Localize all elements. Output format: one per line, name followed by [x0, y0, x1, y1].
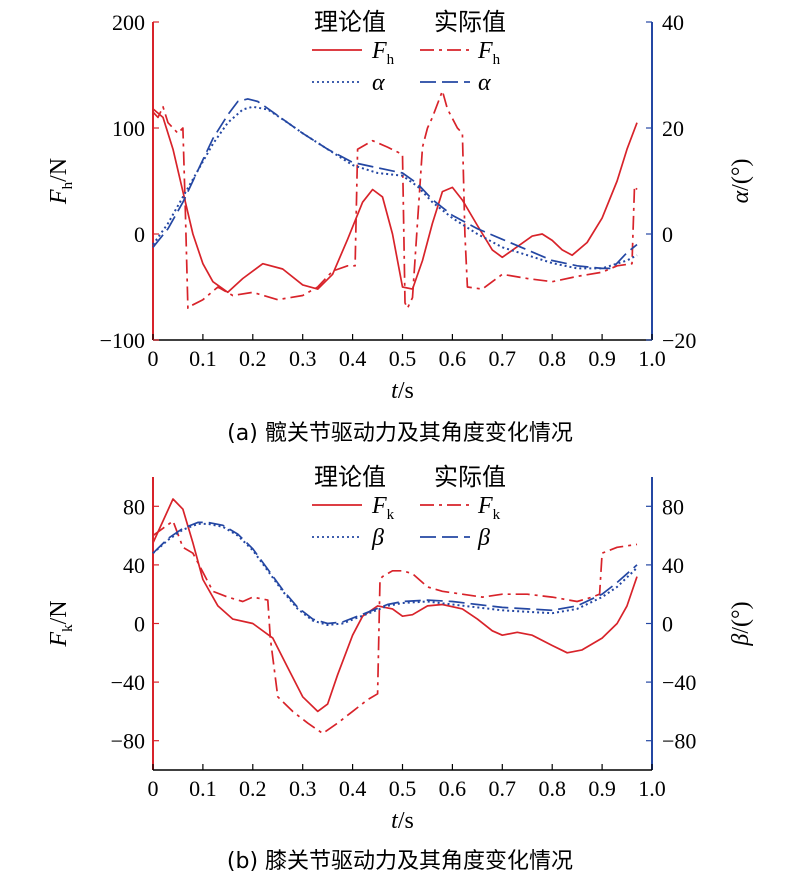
- left-tick-label: 100: [112, 116, 145, 141]
- left-axis-unit: /N: [46, 158, 72, 182]
- right-axis-unit: /(°): [728, 601, 754, 633]
- series-line-actual-angle: [152, 521, 638, 625]
- series-line-actual-force: [152, 90, 638, 310]
- legend-label-theory-angle: β: [371, 525, 384, 551]
- right-tick-label: 20: [662, 116, 684, 141]
- left-axis-var: F: [46, 632, 72, 648]
- left-tick-label: 0: [134, 612, 145, 637]
- x-tick-label: 0.8: [538, 776, 566, 801]
- chart-caption: (b) 膝关节驱动力及其角度变化情况: [227, 849, 573, 874]
- x-axis-var: t: [391, 378, 399, 404]
- x-tick-label: 0.5: [389, 346, 417, 371]
- right-tick-label: 40: [662, 10, 684, 35]
- legend-sub: h: [387, 52, 395, 68]
- right-axis-var: α: [728, 190, 754, 203]
- x-axis-var: t: [391, 808, 399, 834]
- left-tick-label: 200: [112, 10, 145, 35]
- x-tick-label: 0.1: [189, 776, 217, 801]
- left-axis-title: Fh/N: [46, 158, 76, 205]
- left-tick-label: 80: [123, 494, 145, 519]
- right-axis-title: β/(°): [728, 601, 754, 646]
- legend-label-theory-force: Fk: [371, 493, 395, 523]
- legend-label-actual-force: Fk: [477, 493, 501, 523]
- x-tick-label: 0.9: [588, 346, 616, 371]
- left-axis-sub: k: [60, 624, 76, 632]
- x-tick-label: 0.4: [339, 776, 367, 801]
- right-tick-label: 0: [662, 612, 673, 637]
- x-tick-label: 0.2: [239, 346, 267, 371]
- x-tick-label: 0: [148, 346, 159, 371]
- right-tick-label: 0: [662, 222, 673, 247]
- legend-header-theory: 理论值: [314, 463, 386, 491]
- chart-hip: 0 0.1 0.2 0.3 0.4 0.5 0.6 0.7 0.8 0.9 1.0−10001002…: [46, 8, 754, 446]
- series-line-theory-angle: [152, 105, 638, 270]
- legend-sub: h: [493, 52, 501, 68]
- legend-header-actual: 实际值: [434, 463, 506, 491]
- legend-label-actual-force: Fh: [477, 38, 501, 68]
- x-tick-label: 0.3: [289, 346, 317, 371]
- right-axis-title: α/(°): [728, 159, 754, 204]
- legend-label-actual-angle: β: [477, 525, 490, 551]
- x-axis-title: t/s: [391, 378, 414, 404]
- series-line-actual-angle: [152, 98, 638, 270]
- left-tick-label: −100: [100, 328, 145, 353]
- series-line-theory-angle: [152, 522, 638, 626]
- x-tick-label: 0.6: [439, 776, 467, 801]
- left-axis-title: Fk/N: [46, 600, 76, 647]
- x-tick-label: 0.2: [239, 776, 267, 801]
- x-tick-label: 0.7: [489, 776, 517, 801]
- x-axis-unit: /s: [398, 808, 414, 834]
- x-tick-label: 0.5: [389, 776, 417, 801]
- legend-label-theory-angle: α: [372, 70, 385, 96]
- series-line-actual-force: [152, 520, 638, 735]
- left-tick-label: −40: [111, 670, 145, 695]
- right-axis-var: β: [728, 634, 754, 647]
- series-line-theory-force: [152, 108, 638, 294]
- chart-caption: (a) 髋关节驱动力及其角度变化情况: [227, 421, 573, 446]
- left-tick-label: 40: [123, 553, 145, 578]
- x-axis-title: t/s: [391, 808, 414, 834]
- x-tick-label: 0: [148, 776, 159, 801]
- legend-var: F: [371, 38, 387, 64]
- left-axis-sub: h: [60, 181, 76, 189]
- legend-header-theory: 理论值: [314, 8, 386, 36]
- left-axis-unit: /N: [46, 600, 72, 624]
- x-tick-label: 0.4: [339, 346, 367, 371]
- legend-sub: k: [493, 507, 501, 523]
- legend-sub: k: [387, 507, 395, 523]
- x-axis-unit: /s: [398, 378, 414, 404]
- x-tick-label: 0.1: [189, 346, 217, 371]
- left-tick-label: −80: [111, 729, 145, 754]
- x-tick-label: 1.0: [638, 776, 666, 801]
- left-axis-var: F: [46, 189, 72, 205]
- x-tick-label: 0.7: [489, 346, 517, 371]
- left-tick-label: 0: [134, 222, 145, 247]
- x-tick-label: 1.0: [638, 346, 666, 371]
- chart-knee: 0 0.1 0.2 0.3 0.4 0.5 0.6 0.7 0.8 0.9 1.0 −80 −40 0 40…: [46, 463, 754, 874]
- right-tick-label: −20: [662, 328, 696, 353]
- right-tick-label: −80: [662, 729, 696, 754]
- right-axis-unit: /(°): [728, 159, 754, 191]
- legend-var: F: [477, 493, 493, 519]
- legend-label-theory-force: Fh: [371, 38, 395, 68]
- x-tick-label: 0.8: [538, 346, 566, 371]
- x-tick-label: 0.6: [439, 346, 467, 371]
- x-tick-label: 0.9: [588, 776, 616, 801]
- x-tick-label: 0.3: [289, 776, 317, 801]
- right-tick-label: −40: [662, 670, 696, 695]
- legend-var: F: [371, 493, 387, 519]
- legend-label-actual-angle: α: [478, 70, 491, 96]
- legend-header-actual: 实际值: [434, 8, 506, 36]
- right-tick-label: 80: [662, 494, 684, 519]
- right-tick-label: 40: [662, 553, 684, 578]
- legend-var: F: [477, 38, 493, 64]
